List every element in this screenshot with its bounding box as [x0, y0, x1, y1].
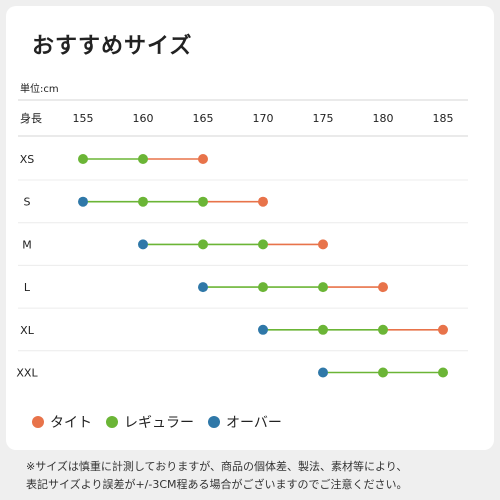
tight-point [318, 239, 328, 250]
regular-point [258, 239, 268, 250]
legend-dot-regular [106, 416, 118, 428]
regular-point [378, 367, 388, 378]
x-tick-label: 170 [253, 112, 274, 125]
overbar-point [198, 282, 208, 293]
regular-point [438, 367, 448, 378]
overbar-point [78, 196, 88, 207]
regular-point [138, 154, 148, 164]
legend-dot-tight [32, 416, 44, 428]
tight-point [198, 154, 208, 164]
x-tick-label: 155 [73, 112, 94, 125]
regular-point [138, 196, 148, 207]
overbar-point [138, 239, 148, 250]
note-line-1: ※サイズは慎重に計測しておりますが、商品の個体差、製法、素材等により、 [26, 460, 408, 473]
regular-point [318, 324, 328, 335]
regular-point [318, 282, 328, 293]
overbar-point [318, 367, 328, 378]
overbar-point [258, 324, 268, 335]
legend-label-regular: レギュラー [124, 415, 194, 431]
size-label: XXL [16, 367, 38, 380]
regular-point [198, 239, 208, 250]
tight-point [438, 324, 448, 335]
size-chart-card [6, 6, 494, 450]
size-label: L [24, 281, 31, 294]
legend: タイト レギュラー オーバー [32, 412, 282, 432]
tight-point [378, 282, 388, 293]
chart-title: おすすめサイズ [32, 34, 193, 59]
regular-point [378, 324, 388, 335]
legend-item-tight: タイト [32, 412, 92, 432]
x-tick-label: 175 [313, 112, 334, 125]
regular-point [198, 196, 208, 207]
unit-label: 単位:cm [20, 84, 59, 95]
tight-point [258, 196, 268, 207]
note-line-2: 表記サイズより誤差が+/-3CM程ある場合がございますのでご注意ください。 [26, 478, 408, 491]
x-tick-label: 160 [133, 112, 154, 125]
x-tick-label: 165 [193, 112, 214, 125]
size-label: S [24, 196, 31, 209]
x-tick-label: 185 [433, 112, 454, 125]
size-label: M [22, 238, 32, 251]
legend-item-overbar: オーバー [208, 412, 282, 432]
disclaimer-note: ※サイズは慎重に計測しておりますが、商品の個体差、製法、素材等により、 表記サイ… [26, 458, 486, 494]
legend-label-overbar: オーバー [226, 415, 282, 431]
regular-point [78, 154, 88, 164]
size-label: XS [20, 153, 35, 166]
legend-label-tight: タイト [50, 415, 92, 431]
height-axis-label: 身長 [20, 111, 42, 125]
legend-dot-overbar [208, 416, 220, 428]
legend-item-regular: レギュラー [106, 412, 194, 432]
x-tick-label: 180 [373, 112, 394, 125]
regular-point [258, 282, 268, 293]
size-label: XL [20, 324, 35, 337]
